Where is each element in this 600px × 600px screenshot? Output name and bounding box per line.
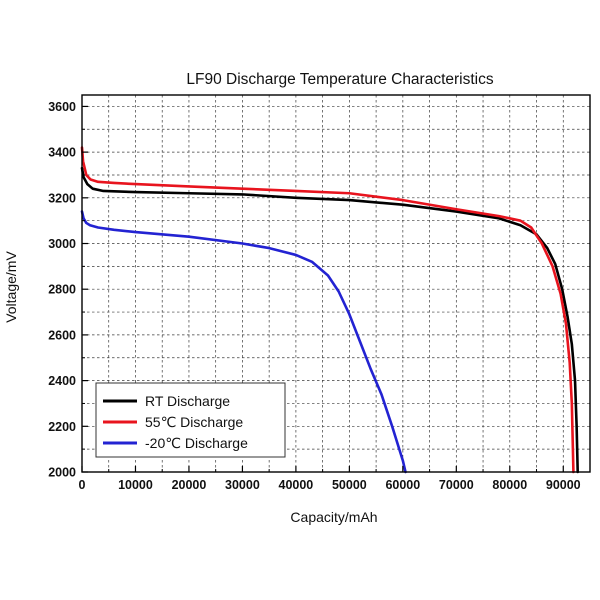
x-tick-label: 90000 [546, 478, 581, 492]
y-tick-label: 2400 [48, 374, 76, 388]
x-tick-label: 10000 [118, 478, 153, 492]
series-line-0 [80, 166, 580, 474]
legend-box [95, 382, 286, 458]
y-tick-label: 3400 [48, 146, 76, 160]
y-tick-label: 3600 [48, 100, 76, 114]
x-tick-label: 20000 [172, 478, 207, 492]
x-tick-label: 30000 [225, 478, 260, 492]
chart-title: LF90 Discharge Temperature Characteristi… [186, 71, 494, 88]
y-tick-labels: 2000 2200 2400 2600 2800 3000 3200 3400 3600 [48, 100, 76, 480]
y-axis-title: Voltage/mV [3, 251, 19, 323]
legend-label-55c: 55℃ Discharge [145, 414, 243, 430]
series-lines [80, 146, 580, 474]
y-tick-label: 3000 [48, 237, 76, 251]
legend: RT Discharge 55℃ Discharge -20℃ Discharg… [95, 382, 286, 458]
y-tick-label: 2800 [48, 283, 76, 297]
legend-label-rt: RT Discharge [145, 393, 230, 409]
y-tick-label: 2000 [48, 466, 76, 480]
x-tick-label: 70000 [439, 478, 474, 492]
x-tick-labels: 0 10000 20000 30000 40000 50000 60000 70000 8000… [79, 478, 581, 492]
x-tick-label: 50000 [332, 478, 367, 492]
x-tick-label: 0 [79, 478, 86, 492]
legend-label-minus20c: -20℃ Discharge [145, 435, 248, 451]
y-tick-label: 2600 [48, 328, 76, 342]
x-axis-title: Capacity/mAh [290, 509, 377, 525]
series-line-1 [80, 146, 575, 474]
y-tick-label: 2200 [48, 420, 76, 434]
x-tick-label: 60000 [385, 478, 420, 492]
y-tick-label: 3200 [48, 191, 76, 205]
axis-ticks [81, 105, 564, 473]
x-tick-label: 40000 [279, 478, 314, 492]
plot-area-frame [81, 94, 591, 473]
series-line-2 [80, 210, 407, 474]
x-tick-label: 80000 [492, 478, 527, 492]
